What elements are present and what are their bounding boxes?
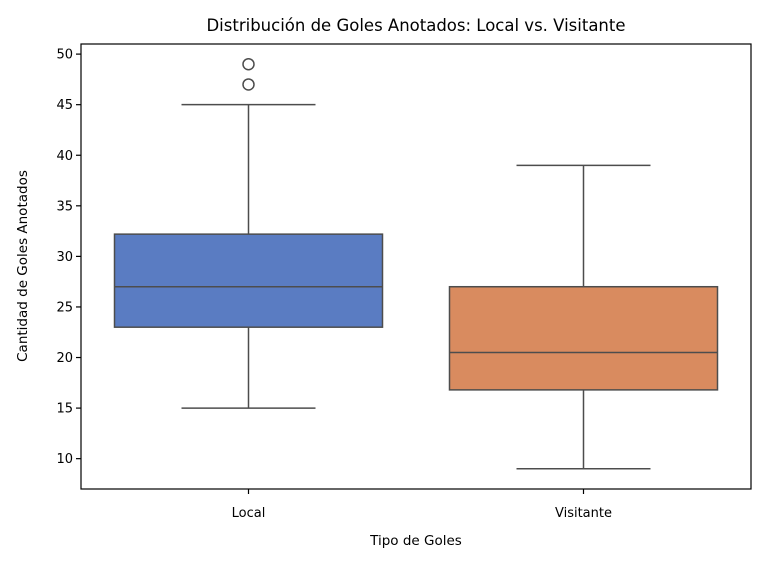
x-axis: Local Visitante	[232, 489, 612, 521]
boxes-layer	[113, 57, 719, 470]
x-tick-label: Visitante	[555, 506, 612, 521]
box-local	[113, 57, 384, 409]
outlier-point	[242, 78, 255, 91]
y-tick-label: 15	[56, 402, 73, 417]
x-axis-label: Tipo de Goles	[369, 533, 462, 549]
y-axis-label: Cantidad de Goles Anotados	[15, 170, 31, 362]
y-tick-label: 35	[56, 199, 73, 214]
x-tick-label: Local	[232, 506, 266, 521]
y-tick-label: 25	[56, 300, 73, 315]
y-axis: 10 15 20 25 30 35 40 45 50	[56, 48, 81, 467]
plot-frame	[80, 43, 752, 490]
box-iqr	[448, 285, 719, 391]
box-iqr	[113, 233, 384, 328]
y-tick-label: 50	[56, 48, 73, 63]
y-tick-label: 45	[56, 98, 73, 113]
chart-title: Distribución de Goles Anotados: Local vs…	[206, 16, 625, 35]
y-tick-label: 10	[56, 452, 73, 467]
y-tick-label: 30	[56, 250, 73, 265]
y-tick-label: 20	[56, 351, 73, 366]
outlier-point	[242, 57, 255, 71]
y-tick-label: 40	[56, 149, 73, 164]
box-visitante	[448, 164, 719, 470]
